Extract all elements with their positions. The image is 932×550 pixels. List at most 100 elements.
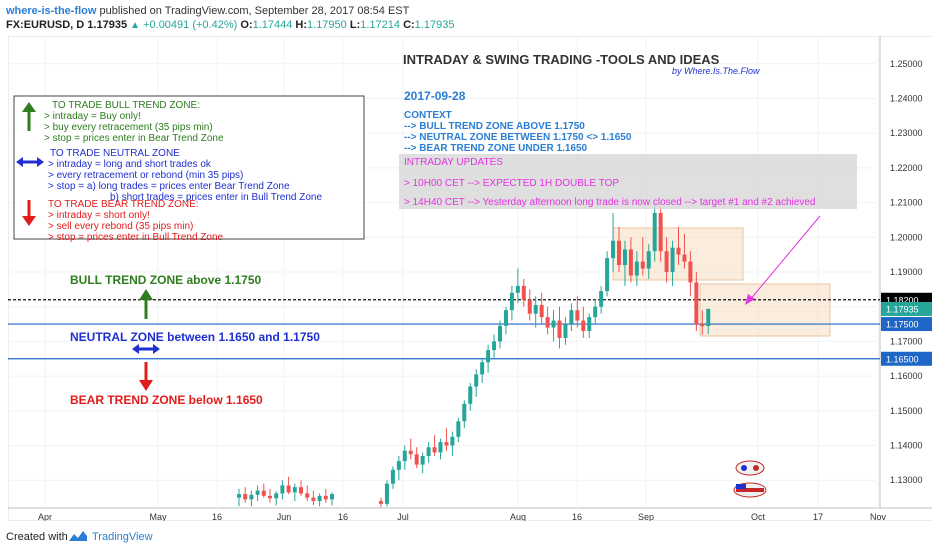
candle-body[interactable] (305, 493, 310, 498)
context-bull: --> BULL TREND ZONE ABOVE 1.1750 (404, 121, 585, 132)
candle-body[interactable] (456, 421, 461, 437)
candle-body[interactable] (599, 291, 604, 307)
candle-body[interactable] (379, 501, 383, 504)
chart-frame[interactable]: 1.25000 1.24000 1.23000 1.22000 1.21000 1.200… (7, 35, 932, 522)
candle-body[interactable] (509, 292, 514, 311)
x-tick-label: 17 (813, 512, 823, 521)
price-label: 1.18200 (886, 295, 919, 305)
candle-body[interactable] (652, 213, 657, 252)
candle-body[interactable] (249, 494, 254, 500)
candle-body[interactable] (299, 487, 303, 494)
legend-bull-3: > stop = prices enter in Bear Trend Zone (44, 133, 224, 144)
x-tick-label: Nov (870, 512, 887, 521)
candle-body[interactable] (563, 324, 568, 338)
candle-body[interactable] (664, 251, 669, 272)
candle-body[interactable] (390, 469, 395, 484)
candle-body[interactable] (587, 317, 592, 331)
candle-body[interactable] (280, 485, 285, 494)
legend-neutral-3: > stop = a) long trades = prices enter B… (48, 181, 290, 192)
candle-body[interactable] (462, 403, 467, 422)
candle-body[interactable] (255, 490, 260, 495)
candle-body[interactable] (628, 249, 633, 276)
candle-body[interactable] (243, 494, 248, 500)
candle-body[interactable] (676, 247, 681, 255)
x-tick-label: Jun (277, 512, 292, 521)
legend-neutral-1: > intraday = long and short trades ok (48, 159, 212, 170)
candle-body[interactable] (468, 386, 473, 404)
y-tick-label: 1.15000 (890, 406, 923, 416)
candle-body[interactable] (617, 240, 621, 266)
candle-body[interactable] (622, 249, 627, 266)
price-chart[interactable]: 1.25000 1.24000 1.23000 1.22000 1.21000 1.200… (7, 35, 932, 522)
price-label: 1.17935 (886, 304, 919, 314)
candle-body[interactable] (539, 304, 544, 318)
symbol-name: FX:EURUSD, D (6, 19, 85, 31)
chart-byline: by Where.Is.The.Flow (672, 66, 760, 76)
candle-body[interactable] (634, 261, 639, 276)
candle-body[interactable] (408, 450, 413, 455)
candle-body[interactable] (384, 483, 389, 504)
candle-body[interactable] (268, 495, 272, 499)
chart-title: INTRADAY & SWING TRADING -TOOLS AND IDEA… (403, 52, 720, 67)
x-tick-label: Aug (510, 512, 526, 521)
price-label: 1.17500 (886, 320, 919, 330)
candle-body[interactable] (533, 304, 538, 314)
candle-body[interactable] (474, 374, 479, 387)
candle-body[interactable] (670, 247, 675, 272)
candle-body[interactable] (593, 306, 598, 318)
candle-body[interactable] (292, 487, 297, 493)
candle-body[interactable] (694, 282, 699, 325)
candle-body[interactable] (557, 320, 562, 338)
candle-body[interactable] (323, 495, 328, 500)
candle-body[interactable] (396, 461, 401, 470)
candle-body[interactable] (575, 310, 580, 321)
candle-body[interactable] (330, 494, 334, 500)
candle-body[interactable] (688, 261, 693, 283)
candle-body[interactable] (521, 285, 526, 300)
candle-body[interactable] (527, 299, 532, 314)
candle-body[interactable] (261, 490, 266, 496)
candle-body[interactable] (658, 213, 663, 252)
candle-body[interactable] (444, 442, 449, 446)
tradingview-link[interactable]: TradingView (92, 531, 153, 543)
candle-body[interactable] (420, 455, 425, 465)
candle-body[interactable] (646, 251, 651, 269)
candle-body[interactable] (438, 442, 443, 453)
candle-body[interactable] (402, 450, 407, 462)
candle-body[interactable] (286, 485, 291, 493)
y-tick-label: 1.23000 (890, 128, 923, 138)
candle-body[interactable] (551, 320, 556, 328)
candle-body[interactable] (317, 495, 322, 502)
bear-legend-icon (22, 200, 36, 226)
candle-body[interactable] (700, 324, 705, 327)
candle-body[interactable] (569, 310, 574, 325)
legend-neutral-4: b) short trades = prices enter in Bull T… (110, 192, 322, 203)
y-tick-label: 1.22000 (890, 163, 923, 173)
candle-body[interactable] (503, 310, 508, 326)
candle-body[interactable] (682, 254, 687, 262)
candle-body[interactable] (640, 261, 645, 269)
candle-body[interactable] (706, 308, 711, 327)
candle-body[interactable] (432, 447, 437, 453)
candle-body[interactable] (581, 320, 586, 331)
candle-body[interactable] (545, 317, 550, 328)
x-tick-label: Sep (638, 512, 654, 521)
header-bar: where-is-the-flow published on TradingVi… (0, 0, 932, 36)
candle-body[interactable] (486, 350, 491, 363)
candle-body[interactable] (237, 494, 241, 498)
candle-body[interactable] (426, 447, 431, 456)
low-value: 1.17214 (360, 19, 400, 31)
candle-body[interactable] (498, 325, 502, 342)
candle-body[interactable] (480, 362, 485, 375)
candle-body[interactable] (605, 258, 610, 292)
author-link[interactable]: where-is-the-flow (6, 5, 97, 17)
candle-body[interactable] (492, 341, 497, 351)
candle-body[interactable] (414, 454, 419, 465)
price-label-box (881, 301, 932, 316)
candle-body[interactable] (311, 497, 316, 502)
candle-body[interactable] (611, 240, 616, 259)
candle-body[interactable] (274, 493, 279, 499)
candle-body[interactable] (515, 285, 520, 293)
y-tick-label: 1.19000 (890, 267, 923, 277)
candle-body[interactable] (450, 436, 455, 446)
